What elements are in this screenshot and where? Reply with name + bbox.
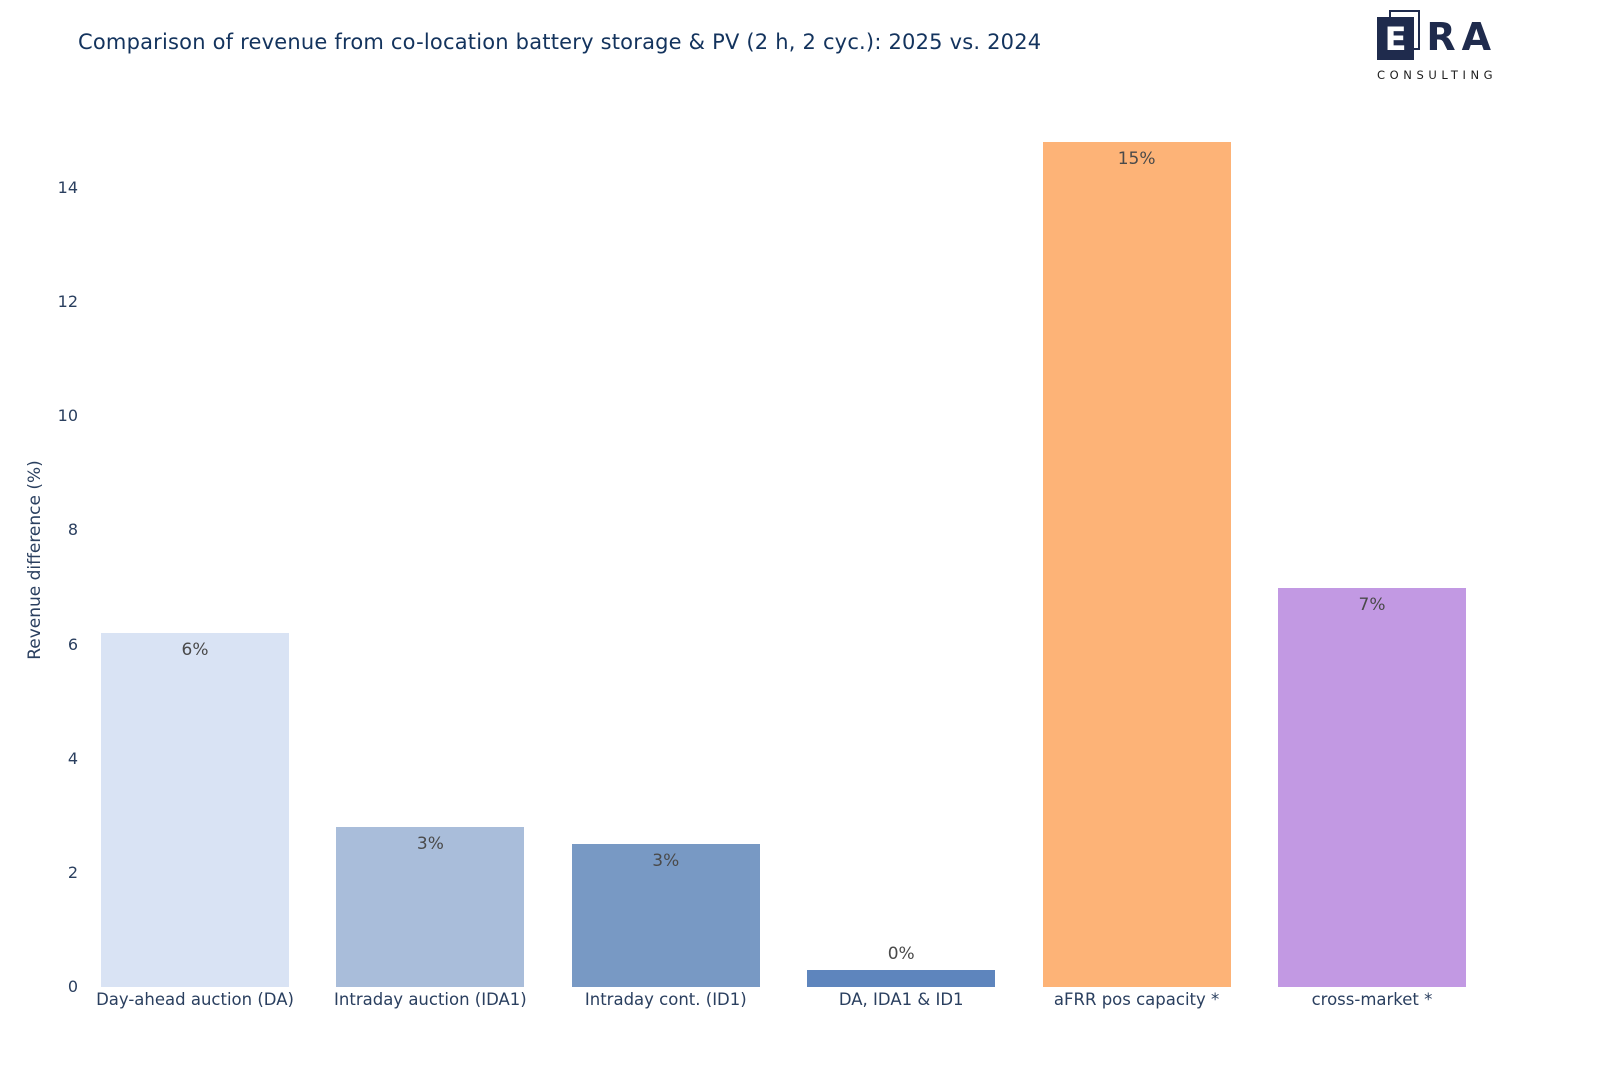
era-consulting-logo: E RA CONSULTING [1377,10,1497,82]
bar-2 [336,827,525,987]
y-axis-title: Revenue difference (%) [25,460,45,660]
bar-value-label: 0% [887,944,915,964]
bar-value-label: 15% [1117,149,1156,169]
x-axis-label: aFRR pos capacity * [1053,990,1220,1009]
bar-value-label: 3% [652,851,680,871]
y-tick-label: 0 [67,977,78,996]
bar-5 [1042,142,1231,987]
y-tick-label: 6 [67,634,78,654]
y-tick-label: 4 [67,748,78,768]
y-tick-label: 8 [67,520,78,540]
logo-letter-r: R [1426,15,1462,59]
bar-3 [571,844,760,987]
y-tick-label: 14 [57,178,78,198]
x-axis-label: DA, IDA1 & ID1 [838,990,964,1009]
logo-e-mark-icon: E [1377,10,1421,62]
x-axis-label: Day-ahead auction (DA) [96,990,294,1009]
bar-value-label: 6% [181,640,209,660]
logo-subtitle: CONSULTING [1377,68,1498,82]
logo-letter-e: E [1377,17,1414,60]
bar-value-label: 3% [416,834,444,854]
logo-letters: E RA [1377,10,1497,62]
bar-4 [807,970,996,987]
y-tick-label: 12 [57,292,78,312]
x-axis-label: Intraday auction (IDA1) [334,990,527,1009]
x-axis-label: Intraday cont. (ID1) [584,990,747,1009]
y-tick-label: 2 [67,862,78,882]
y-tick-label: 10 [57,406,78,426]
bar-1 [101,633,289,987]
bar-value-label: 7% [1358,595,1386,615]
chart-title: Comparison of revenue from co-location b… [78,30,1042,54]
bar-6 [1278,588,1466,987]
logo-letters-ra: RA [1426,12,1497,62]
x-axis-label: cross-market * [1311,990,1433,1009]
logo-letter-a: A [1461,15,1497,59]
